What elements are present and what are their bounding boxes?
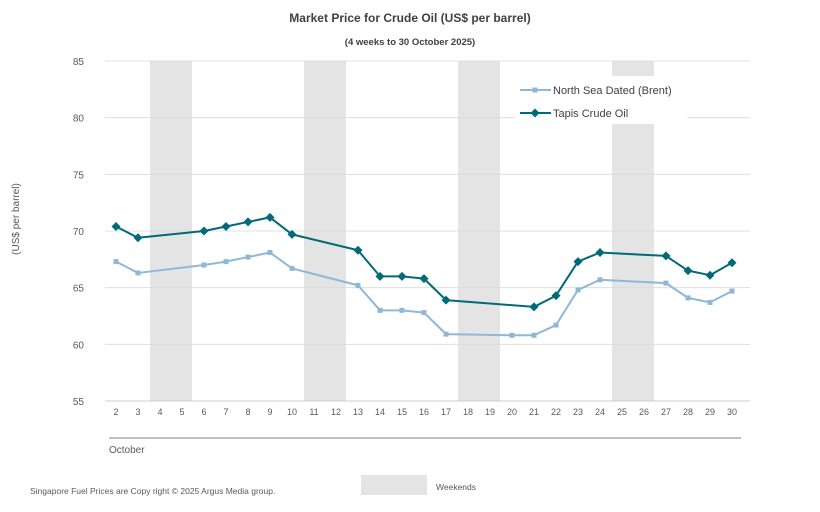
data-point-tapis-23 [573, 257, 583, 267]
data-point-tapis-22 [551, 291, 561, 301]
x-tick-label-10: 10 [287, 407, 297, 417]
x-tick-label-19: 19 [485, 407, 495, 417]
data-point-brent-23 [575, 287, 581, 293]
data-point-tapis-7 [221, 221, 231, 231]
data-point-brent-6 [201, 262, 207, 268]
x-tick-label-15: 15 [397, 407, 407, 417]
x-tick-label-7: 7 [223, 407, 228, 417]
x-tick-label-9: 9 [267, 407, 272, 417]
data-point-brent-16 [421, 310, 427, 316]
x-tick-label-25: 25 [617, 407, 627, 417]
data-point-tapis-14 [375, 271, 385, 281]
y-tick-label-75: 75 [73, 170, 85, 181]
series-layer [111, 212, 737, 338]
data-point-tapis-3 [133, 233, 143, 243]
data-point-tapis-13 [353, 245, 363, 255]
x-tick-label-14: 14 [375, 407, 385, 417]
legend-marker-tapis [530, 108, 540, 118]
copyright-text: Singapore Fuel Prices are Copy right © 2… [30, 486, 275, 496]
x-tick-label-29: 29 [705, 407, 715, 417]
x-tick-label-18: 18 [463, 407, 473, 417]
y-tick-label-80: 80 [73, 114, 85, 125]
data-point-tapis-16 [419, 274, 429, 284]
data-point-brent-29 [707, 299, 713, 305]
data-point-tapis-9 [265, 212, 275, 222]
data-point-tapis-21 [529, 302, 539, 312]
data-point-brent-28 [685, 295, 691, 301]
data-point-brent-2 [113, 259, 119, 265]
y-tick-label-60: 60 [73, 340, 85, 351]
data-point-brent-9 [267, 250, 273, 256]
data-point-brent-24 [597, 277, 603, 283]
weekends-legend-swatch [361, 475, 427, 495]
x-tick-label-28: 28 [683, 407, 693, 417]
x-tick-label-5: 5 [179, 407, 184, 417]
x-tick-label-13: 13 [353, 407, 363, 417]
y-axis-label: (US$ per barrel) [11, 183, 22, 255]
data-point-tapis-27 [661, 251, 671, 261]
y-tick-label-85: 85 [73, 57, 85, 68]
legend-marker-brent [532, 87, 538, 93]
data-point-tapis-2 [111, 221, 121, 231]
x-tick-label-20: 20 [507, 407, 517, 417]
data-point-tapis-28 [683, 266, 693, 276]
chart-title: Market Price for Crude Oil (US$ per barr… [289, 11, 530, 25]
x-tick-label-6: 6 [201, 407, 206, 417]
data-point-brent-21 [531, 332, 537, 338]
data-point-brent-3 [135, 270, 141, 276]
data-point-brent-17 [443, 331, 449, 337]
data-point-brent-7 [223, 259, 229, 265]
legend-background [515, 76, 687, 124]
x-tick-label-8: 8 [245, 407, 250, 417]
x-tick-label-16: 16 [419, 407, 429, 417]
x-tick-label-4: 4 [157, 407, 162, 417]
x-tick-label-2: 2 [113, 407, 118, 417]
data-point-brent-8 [245, 254, 251, 260]
y-tick-label-65: 65 [73, 284, 85, 295]
data-point-brent-22 [553, 322, 559, 328]
data-point-tapis-6 [199, 226, 209, 236]
data-point-brent-13 [355, 282, 361, 288]
x-tick-label-27: 27 [661, 407, 671, 417]
data-point-brent-20 [509, 332, 515, 338]
x-tick-label-3: 3 [135, 407, 140, 417]
x-tick-label-17: 17 [441, 407, 451, 417]
x-tick-label-11: 11 [309, 407, 318, 417]
x-axis-ticks: 2 3 4 5 6 7 8 9 10 11 12 13 14 15 16 17 18 19 20 21 22 23 24 25… [113, 407, 737, 417]
data-point-tapis-10 [287, 229, 297, 239]
x-tick-label-24: 24 [595, 407, 605, 417]
chart-subtitle: (4 weeks to 30 October 2025) [345, 37, 475, 48]
data-point-tapis-29 [705, 270, 715, 280]
data-point-tapis-17 [441, 295, 451, 305]
data-point-tapis-15 [397, 271, 407, 281]
x-tick-label-30: 30 [727, 407, 737, 417]
legend-label-tapis: Tapis Crude Oil [553, 108, 628, 120]
legend-label-brent: North Sea Dated (Brent) [553, 85, 672, 97]
x-tick-label-21: 21 [529, 407, 539, 417]
y-tick-label-55: 55 [73, 397, 85, 408]
data-point-tapis-24 [595, 248, 605, 258]
legend: North Sea Dated (Brent) Tapis Crude Oil [515, 76, 687, 124]
x-axis-label: October [109, 445, 145, 456]
data-point-brent-10 [289, 265, 295, 271]
y-tick-label-70: 70 [73, 227, 85, 238]
data-point-brent-14 [377, 307, 383, 313]
data-point-brent-30 [729, 288, 735, 294]
data-point-tapis-30 [727, 258, 737, 268]
x-tick-label-12: 12 [331, 407, 341, 417]
x-tick-label-26: 26 [639, 407, 649, 417]
gridlines [105, 60, 750, 402]
data-point-brent-27 [663, 280, 669, 286]
data-point-tapis-8 [243, 217, 253, 227]
x-tick-label-22: 22 [551, 407, 561, 417]
x-tick-label-23: 23 [573, 407, 583, 417]
weekends-legend-label: Weekends [436, 482, 476, 492]
data-point-brent-15 [399, 307, 405, 313]
y-axis-ticks: 55 60 65 70 75 80 85 [73, 57, 85, 408]
